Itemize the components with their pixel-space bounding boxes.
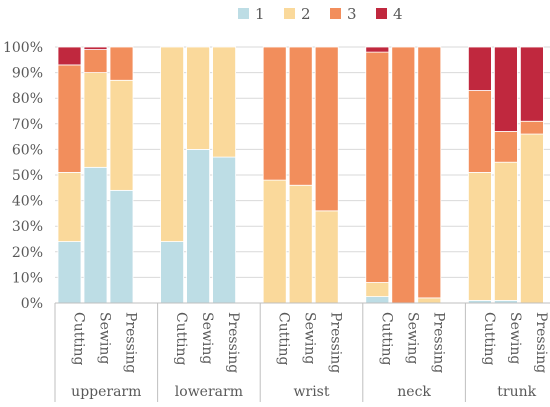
y-tick-label: 90% xyxy=(12,66,43,82)
bar-segment xyxy=(262,46,287,181)
legend-label: 1 xyxy=(255,5,265,23)
bar-segment xyxy=(288,184,313,304)
group-label: wrist xyxy=(294,384,330,400)
bar-segment xyxy=(365,51,390,283)
category-label: Sewing xyxy=(507,312,523,364)
legend: 1 2 3 4 xyxy=(238,5,403,23)
bar-segment xyxy=(314,210,339,304)
bar-segment xyxy=(83,46,108,50)
y-tick-label: 70% xyxy=(12,117,43,133)
bar-segment xyxy=(57,46,82,66)
bars xyxy=(57,46,544,304)
y-tick-label: 10% xyxy=(12,270,43,286)
bar-segment xyxy=(288,46,313,186)
bar-segment xyxy=(467,46,492,91)
legend-swatch xyxy=(238,8,249,19)
bar-segment xyxy=(57,172,82,242)
group-label: lowerarm xyxy=(175,384,243,400)
bar-segment xyxy=(493,131,518,163)
bar-segment xyxy=(365,282,390,297)
bar-segment xyxy=(57,64,82,173)
legend-label: 3 xyxy=(347,5,357,23)
bar-segment xyxy=(314,46,339,212)
bar-segment xyxy=(186,46,211,150)
bar-segment xyxy=(83,72,108,168)
y-tick-label: 60% xyxy=(12,142,43,158)
bar-segment xyxy=(467,90,492,173)
category-label: Sewing xyxy=(97,312,113,364)
legend-swatch xyxy=(330,8,341,19)
legend-swatch xyxy=(284,8,295,19)
category-label: Cutting xyxy=(173,312,189,365)
y-tick-label: 0% xyxy=(21,296,43,312)
category-label: Pressing xyxy=(123,312,139,373)
legend-label: 4 xyxy=(393,5,403,23)
category-label: Sewing xyxy=(199,312,215,364)
bar-segment xyxy=(212,46,237,158)
bar-segment xyxy=(109,189,134,304)
bar-segment xyxy=(186,148,211,304)
bar-segment xyxy=(520,120,544,135)
y-tick-label: 80% xyxy=(12,91,43,107)
y-tick-label: 30% xyxy=(12,219,43,235)
bar-segment xyxy=(160,46,185,242)
bar-segment xyxy=(365,296,390,304)
category-label: Sewing xyxy=(404,312,420,364)
bar-segment xyxy=(520,46,544,122)
y-axis: 0% 10% 20% 30% 40% 50% 60% 70% 80% 90% 100% xyxy=(3,40,43,312)
category-label: Cutting xyxy=(276,312,292,365)
bar-segment xyxy=(109,46,134,81)
bar-segment xyxy=(83,49,108,74)
bar-segment xyxy=(417,46,442,299)
group-label: upperarm xyxy=(71,384,141,400)
category-label: Pressing xyxy=(328,312,344,373)
bar-segment xyxy=(212,156,237,304)
bar-segment xyxy=(493,46,518,132)
bar-segment xyxy=(467,172,492,301)
y-tick-label: 40% xyxy=(12,194,43,210)
legend-label: 2 xyxy=(301,5,311,23)
bar-segment xyxy=(493,161,518,301)
group-label: trunk xyxy=(497,384,536,400)
y-tick-label: 20% xyxy=(12,245,43,261)
bar-segment xyxy=(520,133,544,304)
category-label: Cutting xyxy=(378,312,394,365)
category-label: Cutting xyxy=(481,312,497,365)
category-label: Cutting xyxy=(71,312,87,365)
bar-segment xyxy=(417,297,442,304)
bar-segment xyxy=(83,166,108,304)
bar-segment xyxy=(391,46,416,304)
bar-segment xyxy=(262,179,287,304)
bar-segment xyxy=(365,46,390,53)
x-axis: Cutting Sewing Pressing upperarm Cutting Sewi… xyxy=(54,302,550,402)
y-tick-label: 50% xyxy=(12,168,43,184)
group-label: neck xyxy=(397,384,431,400)
category-label: Pressing xyxy=(533,312,549,373)
category-label: Pressing xyxy=(225,312,241,373)
y-tick-label: 100% xyxy=(3,40,43,56)
category-label: Pressing xyxy=(430,312,446,373)
bar-segment xyxy=(109,79,134,191)
category-label: Sewing xyxy=(302,312,318,364)
bar-segment xyxy=(160,241,185,304)
bar-segment xyxy=(57,241,82,304)
legend-swatch xyxy=(376,8,387,19)
